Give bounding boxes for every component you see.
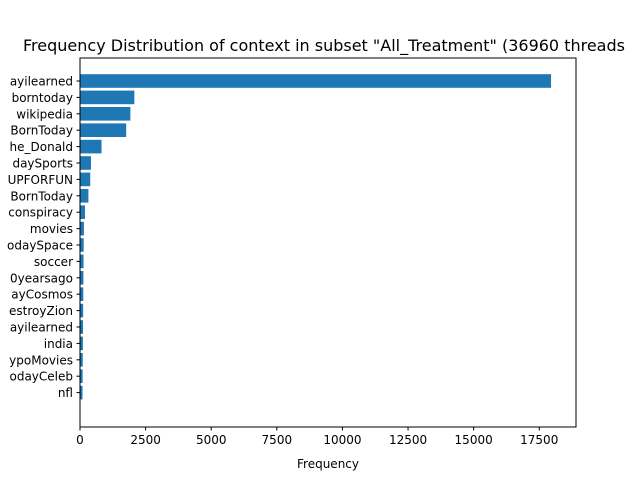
y-tick-label: odayCeleb xyxy=(9,370,73,384)
bar xyxy=(80,238,84,252)
bar xyxy=(80,303,84,318)
y-tick-label: 0yearsago xyxy=(10,271,73,285)
x-tick-label: 2500 xyxy=(130,433,161,447)
bar xyxy=(80,336,83,351)
bar xyxy=(80,353,83,367)
bar xyxy=(80,385,83,400)
bar xyxy=(80,287,84,301)
y-tick-label: ayilearned xyxy=(10,321,73,335)
x-tick-label: 12500 xyxy=(389,433,427,447)
y-tick-label: UPFORFUN xyxy=(8,173,73,187)
y-tick-label: BornToday xyxy=(10,189,73,203)
y-tick-label: soccer xyxy=(34,255,73,269)
y-tick-label: estroyZion xyxy=(9,304,73,318)
bar xyxy=(80,90,135,105)
bars-group xyxy=(80,74,552,400)
y-tick-label: conspiracy xyxy=(8,206,73,220)
y-tick-label: ayilearned xyxy=(10,75,73,89)
bar xyxy=(80,107,131,121)
y-tick-label: movies xyxy=(30,222,73,236)
y-tick-label: ayCosmos xyxy=(11,288,73,302)
bar xyxy=(80,156,92,170)
y-tick-label: odaySpace xyxy=(7,239,73,253)
y-tick-label: he_Donald xyxy=(10,140,73,154)
bar xyxy=(80,74,552,88)
x-tick-label: 17500 xyxy=(520,433,558,447)
bar xyxy=(80,221,84,236)
y-axis-ticks: ayilearned borntoday wikipedia BornToday he_… xyxy=(7,75,80,400)
x-tick-label: 15000 xyxy=(455,433,493,447)
y-tick-label: ypoMovies xyxy=(9,353,73,367)
bar xyxy=(80,205,85,219)
y-tick-label: daySports xyxy=(12,157,73,171)
bar xyxy=(80,254,84,269)
y-tick-label: india xyxy=(44,337,73,351)
x-tick-label: 0 xyxy=(76,433,84,447)
y-tick-label: nfl xyxy=(58,386,73,400)
x-axis-label: Frequency xyxy=(297,457,359,471)
x-tick-label: 7500 xyxy=(262,433,293,447)
bar xyxy=(80,123,127,137)
y-tick-label: wikipedia xyxy=(16,107,73,121)
x-axis-ticks: 0 2500 5000 7500 10000 12500 15000 17500 xyxy=(76,427,558,447)
chart-title: Frequency Distribution of context in sub… xyxy=(23,36,625,56)
bar xyxy=(80,172,91,187)
bar xyxy=(80,139,102,154)
y-tick-label: borntoday xyxy=(12,91,73,105)
y-tick-label: BornToday xyxy=(10,124,73,138)
bar xyxy=(80,271,84,285)
x-tick-label: 5000 xyxy=(196,433,227,447)
x-tick-label: 10000 xyxy=(323,433,361,447)
plot-frame xyxy=(79,57,577,428)
bar xyxy=(80,189,89,203)
bar xyxy=(80,320,84,334)
bar xyxy=(80,369,83,383)
